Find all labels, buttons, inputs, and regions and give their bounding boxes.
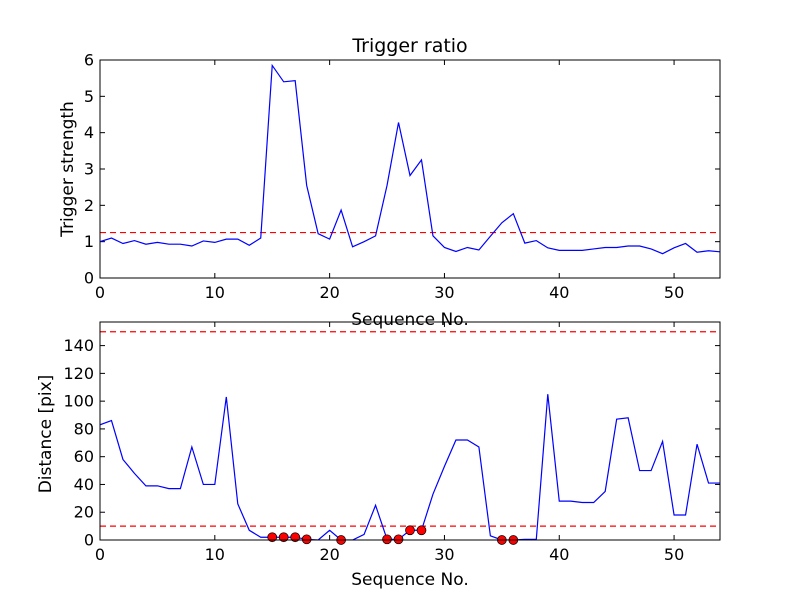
top-y-axis-label: Trigger strength [58,101,78,238]
bottom-marker-point [416,525,427,536]
bottom-y-tick-label: 120 [63,364,94,383]
bottom-x-tick-label: 20 [319,545,339,564]
bottom-x-tick-label: 10 [205,545,225,564]
top-plot-area: 0 10 20 30 40 50 0 1 2 3 4 5 6 [84,51,721,302]
top-x-tick-label: 0 [95,283,105,302]
bottom-marker-point [267,532,278,543]
bottom-y-tick-label: 0 [84,531,94,550]
top-x-axis-label: Sequence No. [351,310,468,330]
chart-bottom: 0 10 20 30 40 50 0 20 40 60 80 100 120 140 Sequence N… [36,321,721,590]
top-axes-frame [99,59,721,279]
bottom-x-tick-label: 40 [549,545,569,564]
top-y-tick-label: 4 [84,123,94,142]
bottom-y-tick-label: 20 [74,503,94,522]
bottom-marker-point [393,534,404,545]
bottom-x-axis-label: Sequence No. [351,570,468,590]
top-y-tick-label: 0 [84,269,94,288]
bottom-marker-point [382,534,392,545]
bottom-axes-frame [99,321,721,541]
bottom-marker-point [405,525,415,536]
bottom-x-tick-label: 30 [434,545,454,564]
bottom-marker-point [278,532,289,543]
top-y-tick-label: 2 [84,196,94,215]
top-y-tick-label: 1 [84,232,94,251]
top-y-tick-label: 6 [84,51,94,70]
bottom-x-tick-label: 0 [95,545,105,564]
top-x-tick-label: 20 [319,283,339,302]
top-x-tick-label: 40 [549,283,569,302]
bottom-series-line [100,394,720,540]
top-y-tick-label: 3 [84,160,94,179]
bottom-y-tick-label: 100 [63,392,94,411]
bottom-y-axis-label: Distance [pix] [36,375,56,494]
chart-title: Trigger ratio [351,35,467,57]
top-x-tick-label: 30 [434,283,454,302]
top-series-line [100,63,720,255]
bottom-marker-point [301,534,312,545]
top-y-tick-label: 5 [84,87,94,106]
bottom-x-tick-label: 50 [664,545,684,564]
bottom-data-layer [100,331,720,540]
top-data-layer [100,63,720,255]
chart-top: Trigger ratio 0 10 20 30 40 50 0 1 2 3 4 5 6 Sequenc… [58,35,721,330]
bottom-plot-area: 0 10 20 30 40 50 0 20 40 60 80 100 120 140 [63,321,721,564]
bottom-y-tick-label: 40 [74,475,94,494]
top-x-tick-label: 50 [664,283,684,302]
bottom-marker-point [290,532,301,543]
bottom-y-tick-label: 140 [63,336,94,355]
bottom-y-tick-label: 60 [74,447,94,466]
bottom-y-tick-label: 80 [74,419,94,438]
top-x-tick-label: 10 [205,283,225,302]
